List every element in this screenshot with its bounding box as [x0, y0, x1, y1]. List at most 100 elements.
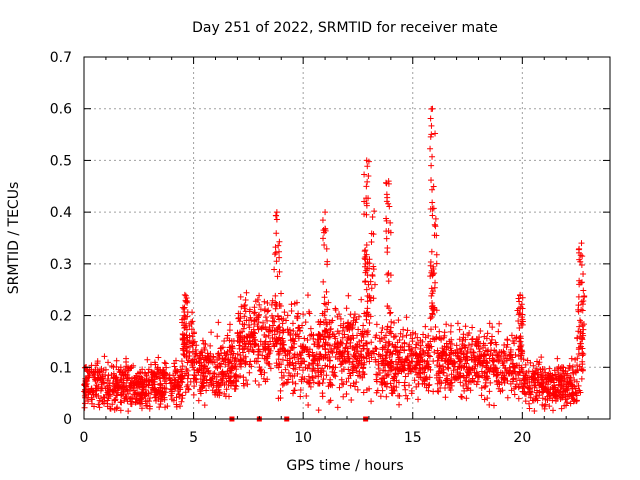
- x-tick-label: 15: [404, 430, 422, 446]
- data-point: [578, 335, 585, 342]
- data-point: [224, 368, 231, 375]
- data-point: [369, 272, 376, 279]
- data-point: [231, 373, 238, 380]
- data-point: [276, 268, 283, 275]
- data-point: [158, 391, 165, 398]
- data-point: [164, 403, 171, 410]
- data-point: [387, 362, 394, 369]
- data-point: [304, 337, 311, 344]
- data-point: [366, 292, 373, 299]
- data-point: [387, 219, 394, 226]
- data-point: [145, 390, 152, 397]
- data-point: [339, 380, 346, 387]
- data-point: [269, 297, 276, 304]
- y-tick-label: 0.4: [50, 205, 72, 221]
- data-point: [143, 402, 150, 409]
- data-point: [557, 382, 564, 389]
- data-point: [370, 266, 377, 273]
- data-point: [515, 295, 522, 302]
- data-point: [279, 326, 286, 333]
- data-point: [365, 349, 372, 356]
- data-point: [181, 339, 188, 346]
- y-tick-label: 0.3: [50, 257, 72, 273]
- data-point: [290, 390, 297, 397]
- x-tick-label: 5: [189, 430, 198, 446]
- data-point: [181, 316, 188, 323]
- data-point: [275, 324, 282, 331]
- data-point: [395, 317, 402, 324]
- data-point: [272, 305, 279, 312]
- data-point: [355, 372, 362, 379]
- data-point: [242, 360, 249, 367]
- data-point: [314, 336, 321, 343]
- data-point: [309, 374, 316, 381]
- data-point: [191, 338, 198, 345]
- data-point: [156, 404, 163, 411]
- data-point: [276, 302, 283, 309]
- data-point: [236, 361, 243, 368]
- data-point: [370, 348, 377, 355]
- data-point: [226, 321, 233, 328]
- data-point: [394, 339, 401, 346]
- data-point: [464, 332, 471, 339]
- data-point: [368, 285, 375, 292]
- data-point: [112, 397, 119, 404]
- data-point: [372, 358, 379, 365]
- data-point: [500, 355, 507, 362]
- y-tick-label: 0.1: [50, 360, 72, 376]
- data-point: [430, 271, 437, 278]
- data-point: [363, 202, 370, 209]
- data-point: [361, 263, 368, 270]
- data-point: [513, 334, 520, 341]
- data-point: [442, 394, 449, 401]
- data-point: [383, 326, 390, 333]
- data-point: [427, 338, 434, 345]
- data-point: [195, 397, 202, 404]
- data-point: [440, 334, 447, 341]
- data-point: [272, 212, 279, 219]
- data-point: [428, 131, 435, 138]
- data-point: [376, 335, 383, 342]
- data-point: [383, 358, 390, 365]
- data-point: [372, 345, 379, 352]
- data-point: [427, 315, 434, 322]
- data-point: [360, 322, 367, 329]
- data-point: [469, 377, 476, 384]
- data-point: [323, 288, 330, 295]
- data-point: [508, 332, 515, 339]
- data-point: [429, 199, 436, 206]
- data-point: [365, 173, 372, 180]
- data-point: [580, 287, 587, 294]
- data-point: [462, 323, 469, 330]
- data-point: [515, 353, 522, 360]
- data-point: [427, 206, 434, 213]
- data-point: [278, 361, 285, 368]
- data-point: [300, 344, 307, 351]
- data-point: [516, 335, 523, 342]
- data-point: [402, 386, 409, 393]
- data-point: [191, 329, 198, 336]
- data-point: [245, 348, 252, 355]
- data-point: [280, 327, 287, 334]
- data-point: [268, 312, 275, 319]
- data-point: [301, 358, 308, 365]
- data-point: [290, 327, 297, 334]
- data-point: [580, 350, 587, 357]
- data-point: [138, 396, 145, 403]
- data-point: [228, 348, 235, 355]
- data-point: [107, 405, 114, 412]
- data-point: [267, 365, 274, 372]
- data-point: [450, 367, 457, 374]
- data-point: [180, 335, 187, 342]
- data-point: [558, 405, 565, 412]
- data-point: [321, 241, 328, 248]
- data-point: [353, 350, 360, 357]
- data-point: [246, 306, 253, 313]
- data-point: [580, 297, 587, 304]
- x-tick-label: 10: [294, 430, 312, 446]
- data-point: [350, 317, 357, 324]
- data-point: [519, 368, 526, 375]
- data-point: [238, 303, 245, 310]
- data-point: [549, 376, 556, 383]
